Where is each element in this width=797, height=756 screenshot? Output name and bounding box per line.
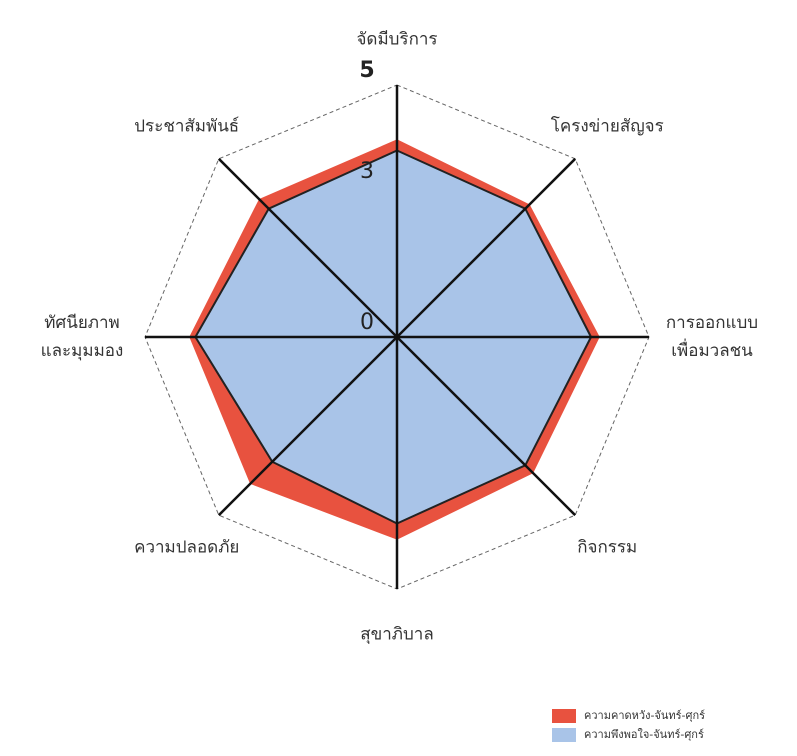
axis-label-line: การออกแบบ (666, 313, 758, 333)
axis-label: ความปลอดภัย (134, 537, 239, 557)
axis-label-line: เพื่อมวลชน (671, 338, 753, 361)
r-tick-label: 5 (359, 58, 374, 83)
axis-label: สุขาภิบาล (360, 624, 434, 644)
legend-label: ความพึงพอใจ-จันทร์-ศุกร์ (584, 728, 704, 741)
axis-label-line: จัดมีบริการ (356, 30, 437, 50)
legend-label: ความคาดหวัง-จันทร์-ศุกร์ (584, 709, 705, 722)
axis-label-line: ประชาสัมพันธ์ (134, 117, 239, 137)
axis-spoke (396, 157, 577, 338)
axis-label: จัดมีบริการ (356, 30, 437, 50)
axis-label-line: กิจกรรม (577, 537, 637, 557)
axis-label-line: และมุมมอง (41, 341, 124, 361)
axis-label: โครงข่ายสัญจร (551, 116, 664, 137)
r-tick-label: 3 (360, 159, 374, 184)
axis-spoke (217, 336, 398, 517)
axis-label: ทัศนียภาพและมุมมอง (41, 313, 124, 361)
legend-swatch (552, 709, 576, 723)
r-tick-label: 0 (360, 310, 374, 335)
axis-label-line: โครงข่ายสัญจร (551, 116, 664, 137)
axis-label: การออกแบบเพื่อมวลชน (666, 313, 758, 361)
axis-spoke (396, 336, 577, 517)
axis-label: กิจกรรม (577, 537, 637, 557)
axis-label: ประชาสัมพันธ์ (134, 117, 239, 137)
legend-swatch (552, 728, 576, 742)
axis-label-line: ทัศนียภาพ (44, 313, 120, 333)
axis-label-line: สุขาภิบาล (360, 624, 434, 644)
axis-label-line: ความปลอดภัย (134, 537, 239, 557)
axis-spoke (217, 157, 398, 338)
